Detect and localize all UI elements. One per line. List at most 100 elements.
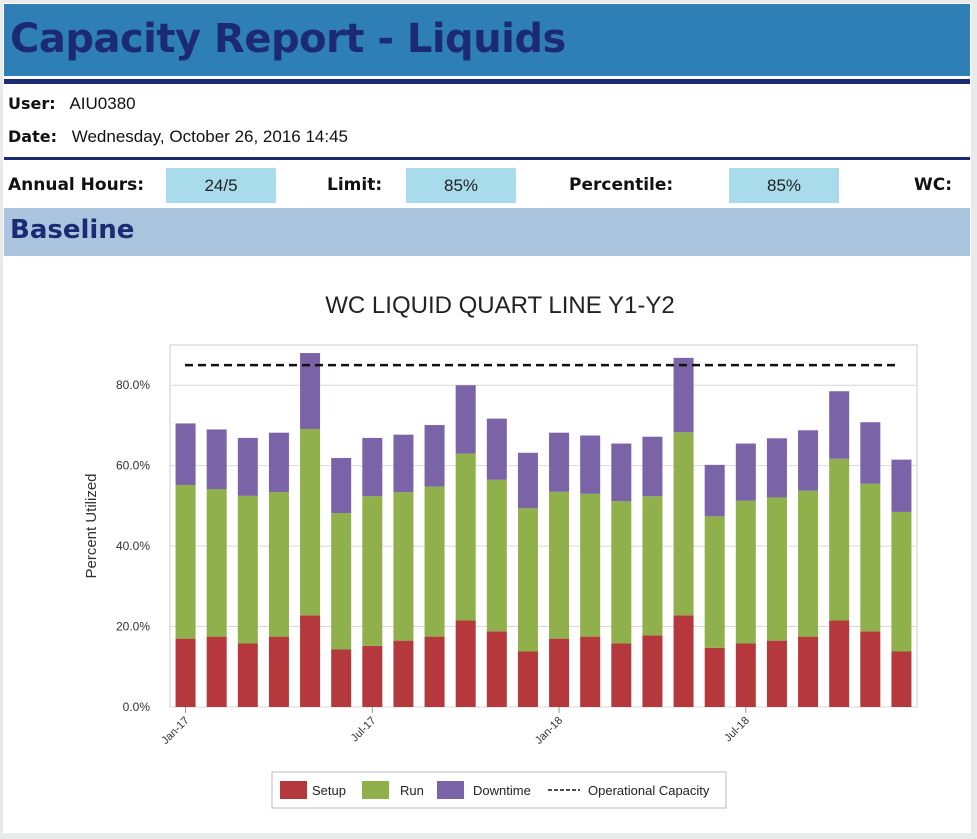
date-value: Wednesday, October 26, 2016 14:45	[71, 127, 349, 146]
annual-hours-label: Annual Hours:	[8, 175, 144, 195]
bar-run	[175, 484, 196, 639]
bar-run	[735, 500, 756, 644]
bar-run	[549, 491, 570, 639]
bar-run	[798, 490, 819, 637]
bar-downtime	[517, 452, 538, 509]
bar-downtime	[673, 357, 694, 433]
bar-downtime	[175, 423, 196, 485]
bar-setup	[798, 636, 819, 707]
bar-setup	[268, 636, 289, 707]
bar-run	[455, 453, 476, 621]
y-tick-label: 20.0%	[116, 620, 150, 634]
bar-run	[486, 479, 507, 632]
bar-setup	[300, 615, 321, 707]
bar-run	[611, 501, 632, 644]
bar-setup	[735, 643, 756, 707]
bar-setup	[860, 631, 881, 707]
bar-setup	[517, 651, 538, 707]
legend-swatch-setup	[280, 781, 307, 799]
legend-swatch-downtime	[437, 781, 464, 799]
y-tick-label: 80.0%	[116, 378, 150, 392]
bar-downtime	[829, 391, 850, 459]
percentile-label: Percentile:	[569, 175, 674, 195]
bar-run	[673, 432, 694, 616]
bar-downtime	[393, 434, 414, 493]
meta-rule	[4, 157, 970, 160]
bar-setup	[486, 631, 507, 707]
bar-downtime	[766, 438, 787, 498]
bar-downtime	[206, 429, 227, 489]
bar-downtime	[642, 436, 663, 497]
bar-setup	[455, 620, 476, 707]
bar-run	[300, 429, 321, 616]
bar-setup	[891, 651, 912, 707]
plot-area	[169, 344, 918, 708]
bar-setup	[673, 615, 694, 707]
bar-setup	[237, 643, 258, 707]
bar-setup	[642, 635, 663, 707]
bar-downtime	[580, 435, 601, 494]
legend	[271, 771, 727, 809]
bar-run	[268, 492, 289, 637]
bar-downtime	[486, 418, 507, 480]
legend-swatch-run	[362, 781, 389, 799]
x-tick-label: Jan-17	[159, 715, 191, 747]
date-label: Date:	[8, 127, 57, 146]
limit-value: 85%	[406, 168, 516, 203]
bar-downtime	[331, 458, 352, 514]
wc-label: WC:	[914, 175, 953, 195]
bar-run	[517, 508, 538, 652]
legend-label-capacity: Operational Capacity	[588, 783, 710, 798]
date-row: Date: Wednesday, October 26, 2016 14:45	[8, 127, 348, 147]
title-rule	[4, 79, 970, 84]
bar-setup	[580, 636, 601, 707]
bar-run	[829, 458, 850, 621]
user-label: User:	[8, 94, 56, 113]
bar-run	[237, 495, 258, 644]
bar-run	[860, 483, 881, 632]
bar-downtime	[611, 443, 632, 502]
bar-downtime	[891, 459, 912, 512]
bar-setup	[331, 649, 352, 707]
bar-run	[206, 488, 227, 637]
bar-setup	[175, 638, 196, 707]
bar-setup	[704, 647, 725, 707]
bar-downtime	[424, 425, 445, 487]
bar-downtime	[362, 437, 383, 497]
user-row: User: AIU0380	[8, 94, 136, 114]
legend-label-downtime: Downtime	[473, 783, 531, 798]
bar-run	[704, 516, 725, 648]
bar-downtime	[268, 432, 289, 493]
user-value: AIU0380	[69, 94, 136, 113]
bar-run	[331, 513, 352, 650]
bar-run	[424, 486, 445, 637]
bar-downtime	[860, 422, 881, 484]
bar-setup	[393, 640, 414, 707]
annual-hours-value: 24/5	[166, 168, 276, 203]
bar-setup	[611, 643, 632, 707]
section-header: Baseline	[4, 208, 970, 256]
bar-downtime	[549, 432, 570, 492]
stats-row: Annual Hours: 24/5 Limit: 85% Percentile…	[4, 166, 970, 206]
percentile-value: 85%	[729, 168, 839, 203]
chart-title: WC LIQUID QUART LINE Y1-Y2	[325, 292, 674, 319]
bar-downtime	[735, 443, 756, 501]
legend-label-setup: Setup	[312, 783, 346, 798]
bar-downtime	[237, 437, 258, 496]
bar-run	[580, 493, 601, 637]
y-tick-label: 60.0%	[116, 459, 150, 473]
bar-run	[891, 511, 912, 652]
bar-run	[766, 497, 787, 641]
section-title: Baseline	[10, 215, 135, 245]
bar-downtime	[704, 464, 725, 517]
y-tick-label: 40.0%	[116, 539, 150, 553]
legend-label-run: Run	[400, 783, 424, 798]
limit-label: Limit:	[327, 175, 383, 195]
report-title: Capacity Report - Liquids	[10, 16, 566, 62]
bar-run	[362, 496, 383, 646]
bar-setup	[549, 638, 570, 707]
x-tick-label: Jan-18	[533, 715, 565, 747]
bar-downtime	[798, 430, 819, 491]
title-bar: Capacity Report - Liquids	[4, 4, 970, 76]
